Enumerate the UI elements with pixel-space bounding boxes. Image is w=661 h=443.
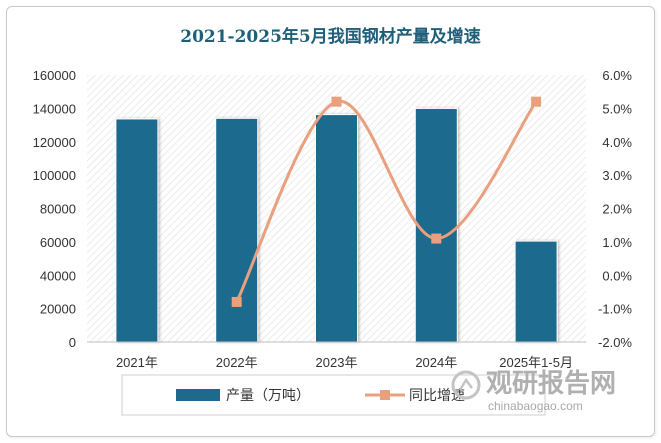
growth-point: [331, 96, 342, 107]
bar-output: [315, 114, 358, 343]
growth-point: [231, 296, 242, 307]
y-left-tick-label: 80000: [40, 202, 76, 217]
x-tick-label: 2025年1-5月: [499, 355, 573, 370]
bar-output: [115, 118, 159, 343]
watermark-logo-icon: [451, 370, 481, 400]
legend-swatch-bar: [176, 389, 220, 401]
growth-point: [431, 233, 442, 244]
bar-output: [215, 117, 259, 343]
y-right-tick-label: 3.0%: [602, 168, 632, 183]
x-tick-label: 2022年: [216, 355, 258, 370]
y-right-tick-label: 0.0%: [602, 268, 632, 283]
y-left-tick-label: 160000: [33, 68, 76, 83]
y-left-tick-label: 100000: [33, 168, 76, 183]
x-tick-label: 2023年: [316, 355, 358, 370]
growth-line: [235, 100, 538, 303]
y-right-tick-label: 1.0%: [602, 235, 632, 250]
bar-output: [514, 240, 558, 343]
y-right-tick-label: 5.0%: [602, 101, 632, 116]
y-right-tick-label: -2.0%: [598, 335, 632, 350]
chart-title: 2021-2025年5月我国钢材产量及增速: [180, 27, 481, 47]
legend-label-growth: 同比增速: [409, 387, 465, 403]
legend-label-output: 产量（万吨）: [226, 387, 310, 403]
watermark-en: chinabaogao.com: [488, 399, 583, 413]
y-left-tick-label: 60000: [40, 235, 76, 250]
y-left-tick-label: 20000: [40, 302, 76, 317]
y-right-tick-label: -1.0%: [598, 302, 632, 317]
y-right-tick-label: 2.0%: [602, 202, 632, 217]
growth-point: [531, 96, 542, 107]
x-tick-label: 2021年: [116, 355, 158, 370]
y-right-tick-label: 4.0%: [602, 135, 632, 150]
legend: 产量（万吨） 同比增速: [121, 374, 546, 416]
y-left-tick-label: 120000: [33, 135, 76, 150]
y-left-tick-label: 0: [69, 335, 76, 350]
bar-output: [414, 107, 458, 343]
y-left-tick-label: 140000: [33, 101, 76, 116]
y-right-tick-label: 6.0%: [602, 68, 632, 83]
watermark-cn: 观研报告网: [486, 368, 616, 399]
watermark: 观研报告网 chinabaogao.com: [451, 368, 616, 413]
legend-swatch-marker: [380, 390, 390, 400]
x-tick-label: 2024年: [415, 355, 457, 370]
y-left-tick-label: 40000: [40, 268, 76, 283]
